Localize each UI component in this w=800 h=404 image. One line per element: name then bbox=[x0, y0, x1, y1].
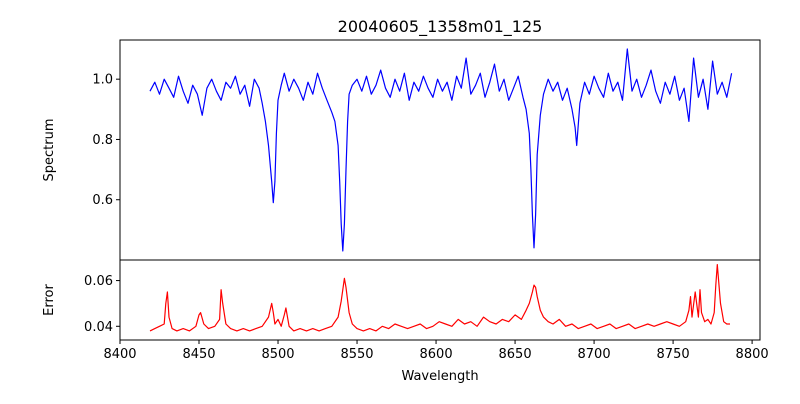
x-tick-label: 8500 bbox=[261, 347, 294, 362]
spectrum-series-line-0 bbox=[149, 48, 733, 252]
x-tick-label: 8550 bbox=[340, 347, 373, 362]
error-y-tick-label: 0.06 bbox=[84, 274, 113, 289]
error-series-line-0 bbox=[149, 264, 730, 332]
x-tick-label: 8400 bbox=[103, 347, 136, 362]
x-tick-label: 8700 bbox=[578, 347, 611, 362]
x-tick-label: 8800 bbox=[736, 347, 769, 362]
error-axes-frame bbox=[119, 259, 761, 341]
spectrum-y-tick-label: 0.8 bbox=[92, 133, 113, 148]
x-tick-label: 8600 bbox=[420, 347, 453, 362]
error-y-tick-label: 0.04 bbox=[84, 320, 113, 335]
chart-title: 20040605_1358m01_125 bbox=[338, 17, 543, 37]
x-tick-label: 8450 bbox=[182, 347, 215, 362]
spectrum-y-tick-label: 1.0 bbox=[92, 73, 113, 88]
bottom-y-axis-label: Error bbox=[42, 284, 57, 316]
error-panel: 0.04 0.06 8400 8450 8500 8550 8600 8650 8700 8750… bbox=[84, 259, 769, 362]
top-y-axis-label: Spectrum bbox=[42, 119, 57, 182]
x-tick-label: 8650 bbox=[499, 347, 532, 362]
x-axis-label: Wavelength bbox=[401, 369, 478, 384]
spectrum-y-tick-label: 0.6 bbox=[92, 193, 113, 208]
x-tick-label: 8750 bbox=[657, 347, 690, 362]
